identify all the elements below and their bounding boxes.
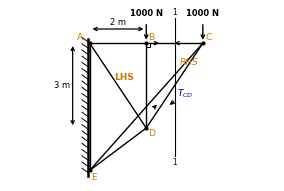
Text: B: B: [149, 33, 154, 42]
Text: LHS: LHS: [114, 73, 133, 82]
Text: A: A: [76, 33, 83, 42]
Text: D: D: [149, 129, 155, 138]
Text: 3 m: 3 m: [54, 81, 70, 90]
Text: E: E: [91, 173, 97, 182]
Text: 1: 1: [172, 8, 177, 17]
Text: $T_{CD}$: $T_{CD}$: [178, 88, 194, 100]
Text: 2 m: 2 m: [110, 18, 126, 27]
Text: 1: 1: [172, 158, 177, 167]
Text: C: C: [205, 33, 211, 42]
Text: 1000 N: 1000 N: [130, 9, 163, 18]
Text: RHS: RHS: [179, 58, 198, 67]
Text: 1000 N: 1000 N: [186, 9, 219, 18]
